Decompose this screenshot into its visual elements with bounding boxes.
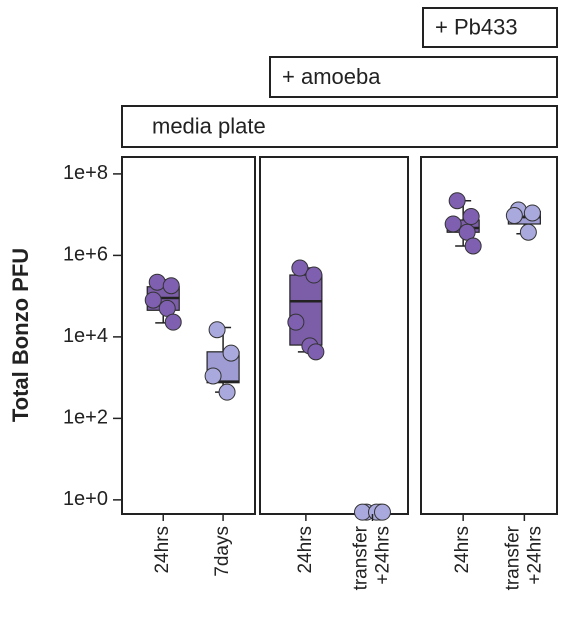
point: [307, 343, 325, 361]
x-tick-label: 7days: [212, 526, 233, 577]
point: [448, 192, 466, 210]
point: [162, 277, 180, 295]
panel: [259, 156, 409, 515]
point: [218, 383, 236, 401]
x-tick-label: transfer: [350, 525, 371, 590]
point: [444, 215, 462, 233]
x-tick-label: transfer: [502, 525, 523, 590]
panel: [420, 156, 558, 515]
point: [505, 207, 523, 225]
x-tick-label: 24hrs: [152, 526, 173, 574]
x-tick-label: +24hrs: [524, 526, 545, 585]
facet-header: [121, 105, 558, 148]
point: [305, 266, 323, 284]
y-axis-label: Total Bonzo PFU: [8, 248, 33, 422]
point: [204, 367, 222, 385]
point: [462, 208, 480, 226]
point: [287, 313, 305, 331]
panel: [121, 156, 256, 515]
facet-header-label: + Pb433: [435, 14, 518, 39]
facet-header-label: + amoeba: [282, 64, 381, 89]
point: [208, 321, 226, 339]
y-tick-label: 1e+0: [63, 488, 108, 510]
facet-header-label: media plate: [152, 113, 266, 138]
point: [519, 223, 537, 241]
box: [289, 274, 323, 346]
point: [523, 204, 541, 222]
point: [373, 503, 391, 521]
facet-header: [422, 7, 558, 48]
point: [291, 259, 309, 277]
x-tick-label: 24hrs: [452, 526, 473, 574]
y-tick-label: 1e+4: [63, 325, 108, 347]
point: [148, 273, 166, 291]
facet-header: [269, 56, 558, 98]
y-tick-label: 1e+8: [63, 162, 108, 184]
point: [464, 237, 482, 255]
point: [164, 313, 182, 331]
y-tick-label: 1e+6: [63, 244, 108, 266]
x-tick-label: 24hrs: [295, 526, 316, 574]
y-tick-label: 1e+2: [63, 407, 108, 429]
point: [222, 344, 240, 362]
x-tick-label: +24hrs: [372, 526, 393, 585]
point: [144, 291, 162, 309]
